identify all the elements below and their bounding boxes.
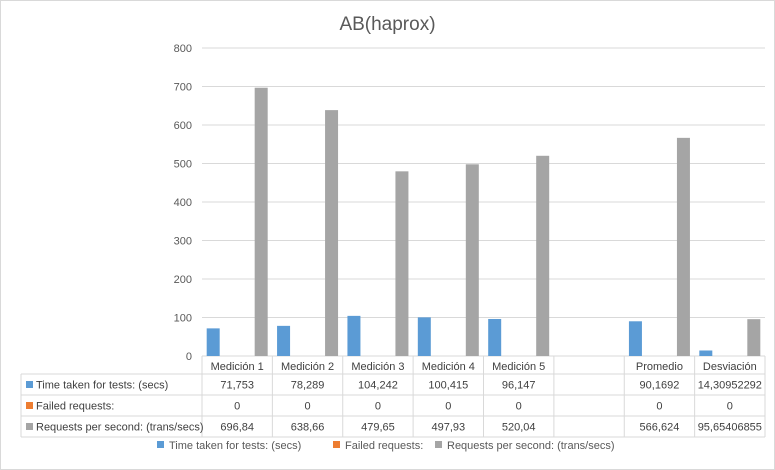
- y-tick-label: 500: [174, 159, 192, 171]
- data-value-label: 566,624: [640, 422, 680, 434]
- series-name: Failed requests:: [36, 401, 114, 413]
- y-tick-label: 200: [174, 274, 192, 286]
- table-legend-key: [26, 402, 33, 409]
- data-value-label: 696,84: [220, 422, 254, 434]
- y-tick-label: 100: [174, 313, 192, 325]
- data-value-label: 71,753: [220, 380, 254, 392]
- bar: [676, 137, 690, 356]
- data-value-label: 638,66: [291, 422, 325, 434]
- bar: [536, 155, 550, 356]
- data-value-label: 0: [375, 401, 381, 413]
- legend-label: Time taken for tests: (secs): [169, 440, 301, 452]
- data-value-label: 0: [305, 401, 311, 413]
- data-value-label: 96,147: [502, 380, 536, 392]
- data-value-label: 520,04: [502, 422, 536, 434]
- y-tick-label: 600: [174, 120, 192, 132]
- table-legend-key: [26, 423, 33, 430]
- legend-label: Failed requests:: [345, 440, 423, 452]
- y-tick-label: 800: [174, 43, 192, 55]
- data-value-label: 497,93: [431, 422, 465, 434]
- y-tick-label: 400: [174, 197, 192, 209]
- legend-swatch: [157, 441, 164, 448]
- series-name: Time taken for tests: (secs): [36, 380, 168, 392]
- data-value-label: 0: [516, 401, 522, 413]
- bar: [206, 328, 220, 356]
- category-label: Medición 4: [422, 361, 475, 373]
- bar: [747, 319, 761, 356]
- bar: [254, 87, 268, 356]
- data-value-label: 14,30952292: [698, 380, 762, 392]
- data-value-label: 0: [234, 401, 240, 413]
- legend-swatch: [435, 441, 442, 448]
- data-value-label: 0: [656, 401, 662, 413]
- data-value-label: 100,415: [428, 380, 468, 392]
- bar: [488, 318, 502, 356]
- bar: [628, 321, 642, 356]
- y-tick-label: 300: [174, 236, 192, 248]
- table-legend-key: [26, 381, 33, 388]
- bar: [277, 325, 291, 356]
- series-name: Requests per second: (trans/secs): [36, 422, 204, 434]
- category-label: Medición 5: [492, 361, 545, 373]
- chart-title: AB(haprox): [339, 14, 436, 35]
- bar: [325, 110, 339, 356]
- legend-label: Requests per second: (trans/secs): [447, 440, 615, 452]
- data-value-label: 90,1692: [640, 380, 680, 392]
- bar: [699, 350, 713, 356]
- bar: [347, 315, 361, 356]
- category-label: Medición 3: [351, 361, 404, 373]
- data-value-label: 0: [727, 401, 733, 413]
- legend-swatch: [333, 441, 340, 448]
- data-value-label: 104,242: [358, 380, 398, 392]
- category-label: Medición 2: [281, 361, 334, 373]
- category-label: Desviación: [703, 361, 757, 373]
- category-label: Medición 1: [211, 361, 264, 373]
- data-value-label: 479,65: [361, 422, 395, 434]
- category-label: Promedio: [636, 361, 683, 373]
- bar: [417, 317, 431, 356]
- y-tick-label: 0: [186, 351, 192, 363]
- data-value-label: 95,65406855: [698, 422, 762, 434]
- y-tick-label: 700: [174, 82, 192, 94]
- bar: [395, 171, 409, 356]
- bar: [465, 164, 479, 356]
- data-value-label: 0: [445, 401, 451, 413]
- data-value-label: 78,289: [291, 380, 325, 392]
